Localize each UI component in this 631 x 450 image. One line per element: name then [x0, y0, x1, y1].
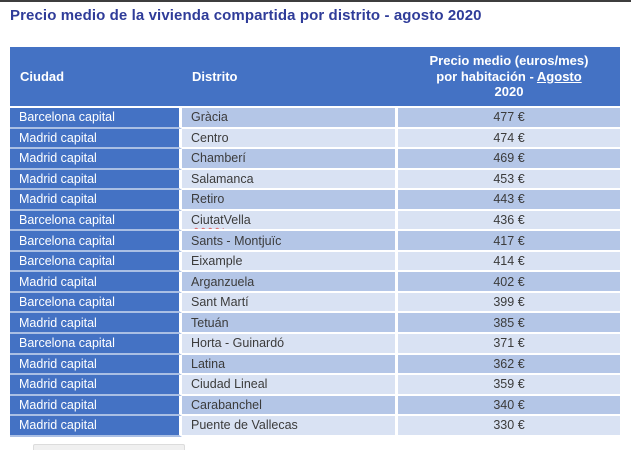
district-cell: Eixample: [182, 251, 398, 273]
district-cell: Carabanchel: [182, 395, 398, 417]
district-cell: Tetuán: [182, 313, 398, 335]
column-header-precio: Precio medio (euros/mes) por habitación …: [398, 47, 620, 108]
price-cell: 436 €: [398, 210, 620, 232]
agosto-link[interactable]: Agosto: [536, 68, 582, 84]
price-cell: 469 €: [398, 149, 620, 170]
district-cell: Centro: [182, 128, 398, 150]
city-cell: Barcelona capital: [10, 251, 182, 273]
district-cell: Arganzuela: [182, 272, 398, 293]
price-header-line3: 2020: [494, 84, 524, 100]
city-cell: Barcelona capital: [10, 334, 182, 355]
city-cell: Madrid capital: [10, 354, 182, 376]
district-cell: Salamanca: [182, 169, 398, 191]
district-cell: Gràcia: [182, 108, 398, 129]
city-cell: Madrid capital: [10, 149, 182, 170]
district-cell: Sant Martí: [182, 292, 398, 314]
city-cell: Madrid capital: [10, 272, 182, 293]
price-header-line1: Precio medio (euros/mes): [429, 53, 589, 69]
price-cell: 474 €: [398, 128, 620, 150]
price-cell: 453 €: [398, 169, 620, 191]
price-cell: 330 €: [398, 416, 620, 437]
district-cell: Horta - Guinardó: [182, 334, 398, 355]
price-cell: 385 €: [398, 313, 620, 335]
district-cell: Sants - Montjuïc: [182, 231, 398, 252]
price-cell: 359 €: [398, 375, 620, 396]
top-border-line: [0, 0, 631, 2]
price-cell: 399 €: [398, 292, 620, 314]
column-header-ciudad: Ciudad: [10, 47, 182, 108]
price-cell: 340 €: [398, 395, 620, 417]
city-cell: Madrid capital: [10, 169, 182, 191]
price-cell: 417 €: [398, 231, 620, 252]
district-cell: Retiro: [182, 190, 398, 211]
price-cell: 414 €: [398, 251, 620, 273]
city-cell: Barcelona capital: [10, 292, 182, 314]
city-cell: Madrid capital: [10, 395, 182, 417]
column-header-distrito: Distrito: [182, 47, 398, 108]
price-table: Ciudad Distrito Precio medio (euros/mes)…: [10, 47, 620, 437]
district-cell: Chamberí: [182, 149, 398, 170]
price-cell: 477 €: [398, 108, 620, 129]
city-cell: Madrid capital: [10, 313, 182, 335]
price-cell: 362 €: [398, 354, 620, 376]
price-header-line2: por habitación - Agosto: [436, 69, 581, 85]
page-title: Precio medio de la vivienda compartida p…: [10, 7, 482, 24]
price-cell: 402 €: [398, 272, 620, 293]
city-cell: Barcelona capital: [10, 231, 182, 252]
city-cell: Madrid capital: [10, 416, 182, 437]
city-cell: Madrid capital: [10, 128, 182, 150]
misspelled-word: Ciutat: [191, 213, 224, 227]
district-cell: Ciudad Lineal: [182, 375, 398, 396]
price-header-line2-prefix: por habitación -: [436, 68, 537, 84]
city-cell: Madrid capital: [10, 190, 182, 211]
price-cell: 371 €: [398, 334, 620, 355]
price-cell: 443 €: [398, 190, 620, 211]
city-cell: Barcelona capital: [10, 210, 182, 232]
district-cell: Latina: [182, 354, 398, 376]
city-cell: Madrid capital: [10, 375, 182, 396]
district-cell: Puente de Vallecas: [182, 416, 398, 437]
city-cell: Barcelona capital: [10, 108, 182, 129]
district-cell: Ciutat Vella: [182, 210, 398, 232]
partial-element-edge: [33, 444, 185, 450]
